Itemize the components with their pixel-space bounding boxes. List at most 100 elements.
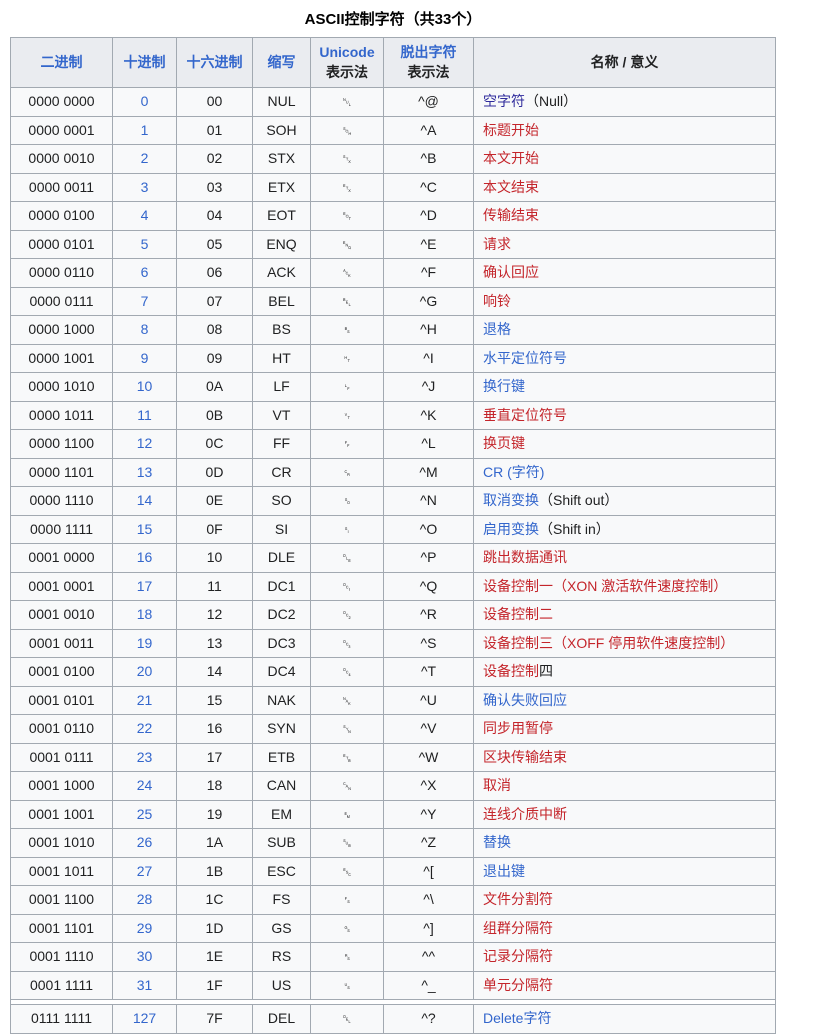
wiki-link[interactable]: 水平定位符号 [483,349,567,366]
wiki-link[interactable]: 确认失败回应 [483,691,567,708]
name-meaning-cell: 传输结束 [473,201,776,231]
decimal-link[interactable]: 20 [136,663,153,680]
decimal-link[interactable]: 4 [140,207,149,224]
wiki-redlink[interactable]: 记录分隔符 [483,948,553,965]
caret-notation-cell: ^P [383,543,474,573]
wiki-link[interactable]: 换行键 [483,378,525,395]
wiki-link[interactable]: 十进制 [123,53,166,70]
decimal-link[interactable]: 9 [140,349,149,366]
plain-text: 四 [539,663,553,680]
wiki-redlink[interactable]: 跳出数据通讯 [483,549,567,566]
wiki-redlink[interactable]: 响铃 [483,292,511,309]
unicode-control-picture: ␞ [342,952,352,965]
decimal-link[interactable]: 5 [140,235,149,252]
wiki-redlink[interactable]: 标题开始 [483,121,539,138]
wiki-redlink[interactable]: 设备控制二 [483,606,553,623]
table-row: 0001 0010 18 12 DC2 ␒ ^R 设备控制二 [10,600,776,630]
wiki-redlink[interactable]: 设备控制三（XOFF 停用软件速度控制） [483,634,735,651]
decimal-link[interactable]: 7 [140,292,149,309]
name-meaning-cell: CR (字符) [473,457,776,488]
decimal-link[interactable]: 31 [136,976,153,993]
wiki-link[interactable]: Delete字符 [483,1010,552,1027]
wiki-link[interactable]: 缩写 [267,53,296,70]
decimal-link[interactable]: 6 [140,264,149,281]
wiki-redlink[interactable]: 本文开始 [483,150,539,167]
wiki-link-visited[interactable]: 空字符 [483,93,525,110]
wiki-link[interactable]: Unicode [319,44,375,60]
decimal-cell: 20 [112,657,177,687]
wiki-redlink[interactable]: 同步用暂停 [483,720,553,737]
hex-cell: 18 [176,771,253,801]
decimal-link[interactable]: 13 [136,463,153,480]
wiki-link[interactable]: 退格 [483,321,511,338]
wiki-redlink[interactable]: 确认回应 [483,264,539,281]
hex-cell: 17 [176,742,253,773]
binary-cell: 0001 1110 [10,942,113,972]
decimal-link[interactable]: 1 [140,121,149,138]
column-header-6: 名称 / 意义 [473,36,776,89]
decimal-cell: 6 [112,258,177,288]
decimal-link[interactable]: 16 [136,549,153,566]
decimal-link[interactable]: 19 [136,634,153,651]
wiki-link[interactable]: 十六进制 [186,53,243,70]
decimal-link[interactable]: 30 [136,948,153,965]
decimal-link[interactable]: 3 [140,178,149,195]
wiki-redlink[interactable]: 本文结束 [483,178,539,195]
wiki-redlink[interactable]: 传输结束 [483,207,539,224]
decimal-link[interactable]: 0 [140,93,149,110]
decimal-link[interactable]: 17 [136,577,153,594]
decimal-link[interactable]: 2 [140,150,149,167]
binary-cell: 0001 0010 [10,600,113,630]
wiki-redlink[interactable]: 组群分隔符 [483,919,553,936]
binary-cell: 0111 1111 [10,1004,113,1034]
wiki-redlink[interactable]: 区块传输结束 [483,748,567,765]
table-header: 二进制 十进制 十六进制 缩写 Unicode 表示法 脱出字符 表示法 名称 / 意义 [10,36,776,89]
wiki-redlink[interactable]: 文件分割符 [483,891,553,908]
wiki-redlink[interactable]: 设备控制一（XON 激活软件速度控制） [483,577,728,594]
abbreviation-cell: SYN [252,714,311,744]
decimal-link[interactable]: 127 [132,1010,157,1027]
decimal-cell: 2 [112,144,177,174]
decimal-link[interactable]: 25 [136,805,153,822]
decimal-link[interactable]: 8 [140,321,149,338]
unicode-representation-cell: ␃ [310,172,384,203]
decimal-link[interactable]: 21 [136,691,153,708]
wiki-link[interactable]: 取消变换 [483,492,539,509]
unicode-representation-cell: ␜ [310,885,384,915]
wiki-link[interactable]: 二进制 [40,53,83,70]
decimal-link[interactable]: 24 [136,777,153,794]
wiki-redlink[interactable]: 连线介质中断 [483,805,567,822]
decimal-link[interactable]: 12 [136,435,153,452]
wiki-redlink[interactable]: 单元分隔符 [483,976,553,993]
wiki-link[interactable]: 启用变换 [483,520,539,537]
wiki-redlink[interactable]: 垂直定位符号 [483,406,567,423]
decimal-link[interactable]: 22 [136,720,153,737]
decimal-link[interactable]: 27 [136,862,153,879]
wiki-link[interactable]: CR (字符) [483,463,545,480]
decimal-link[interactable]: 23 [136,748,153,765]
decimal-link[interactable]: 28 [136,891,153,908]
decimal-cell: 5 [112,229,177,260]
decimal-link[interactable]: 10 [136,378,153,395]
hex-cell: 1A [176,828,253,858]
abbreviation-cell: DC2 [252,600,311,630]
abbreviation-cell: SO [252,486,311,516]
decimal-link[interactable]: 26 [136,834,153,851]
decimal-cell: 13 [112,457,177,488]
decimal-link[interactable]: 29 [136,919,153,936]
wiki-redlink[interactable]: 请求 [483,235,511,252]
wiki-link[interactable]: 脱出字符 [400,44,457,60]
unicode-representation-cell: ␞ [310,942,384,972]
wiki-redlink[interactable]: 设备控制 [483,663,539,680]
wiki-link[interactable]: 替换 [483,834,511,851]
wiki-redlink[interactable]: 取消 [483,777,511,794]
unicode-representation-cell: ␄ [310,201,384,231]
hex-cell: 14 [176,657,253,687]
table-row: 0001 0100 20 14 DC4 ␔ ^T 设备控制四 [10,657,776,687]
decimal-link[interactable]: 15 [136,520,153,537]
decimal-link[interactable]: 14 [136,492,153,509]
decimal-link[interactable]: 11 [137,406,152,423]
wiki-redlink[interactable]: 换页键 [483,435,525,452]
wiki-link[interactable]: 退出键 [483,862,525,879]
decimal-link[interactable]: 18 [136,606,153,623]
